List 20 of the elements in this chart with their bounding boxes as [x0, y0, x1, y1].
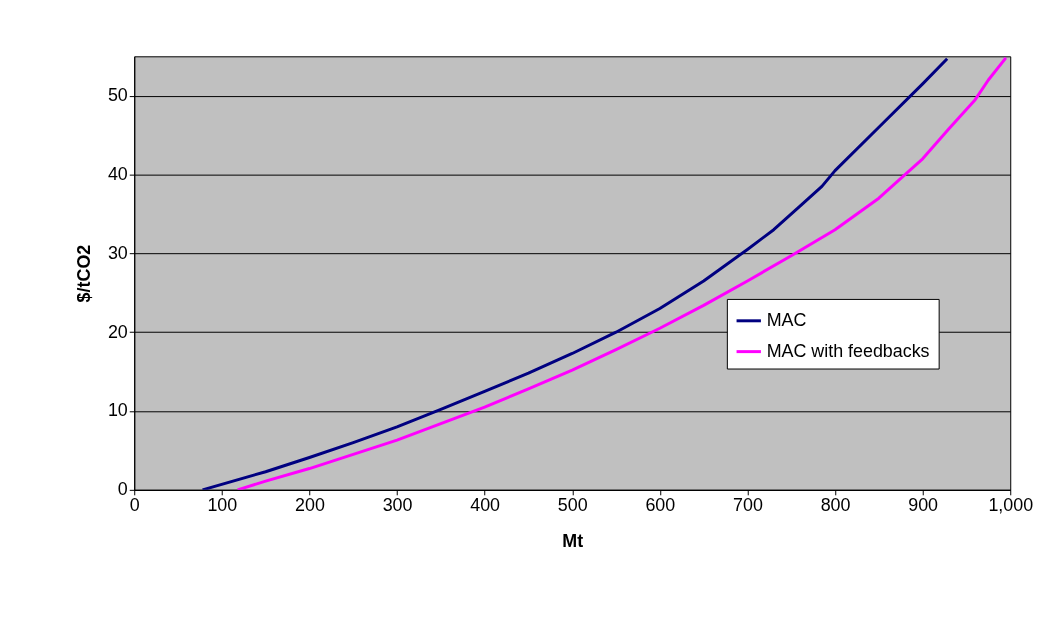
x-tick-label: 400 [470, 495, 501, 516]
x-tick-label: 200 [295, 495, 325, 516]
y-tick-label: 20 [107, 321, 128, 342]
y-tick-label: 50 [107, 85, 128, 106]
x-tick-label: 900 [908, 495, 939, 516]
x-tick-label: 800 [820, 495, 851, 516]
x-tick-label: 1,000 [988, 495, 1034, 516]
legend-label: MAC with feedbacks [766, 340, 930, 361]
x-tick-label: 500 [557, 495, 588, 516]
x-axis-title: Mt [562, 531, 584, 552]
legend-label: MAC [766, 309, 807, 330]
x-tick-label: 700 [733, 495, 763, 516]
y-tick-label: 10 [107, 400, 128, 421]
x-tick-label: 100 [207, 495, 238, 516]
y-tick-label: 0 [117, 479, 128, 500]
y-tick-label: 30 [107, 242, 128, 263]
y-axis-title: $/tCO2 [73, 244, 94, 303]
x-tick-label: 300 [382, 495, 413, 516]
x-tick-label: 600 [645, 495, 676, 516]
y-tick-label: 40 [107, 164, 128, 185]
